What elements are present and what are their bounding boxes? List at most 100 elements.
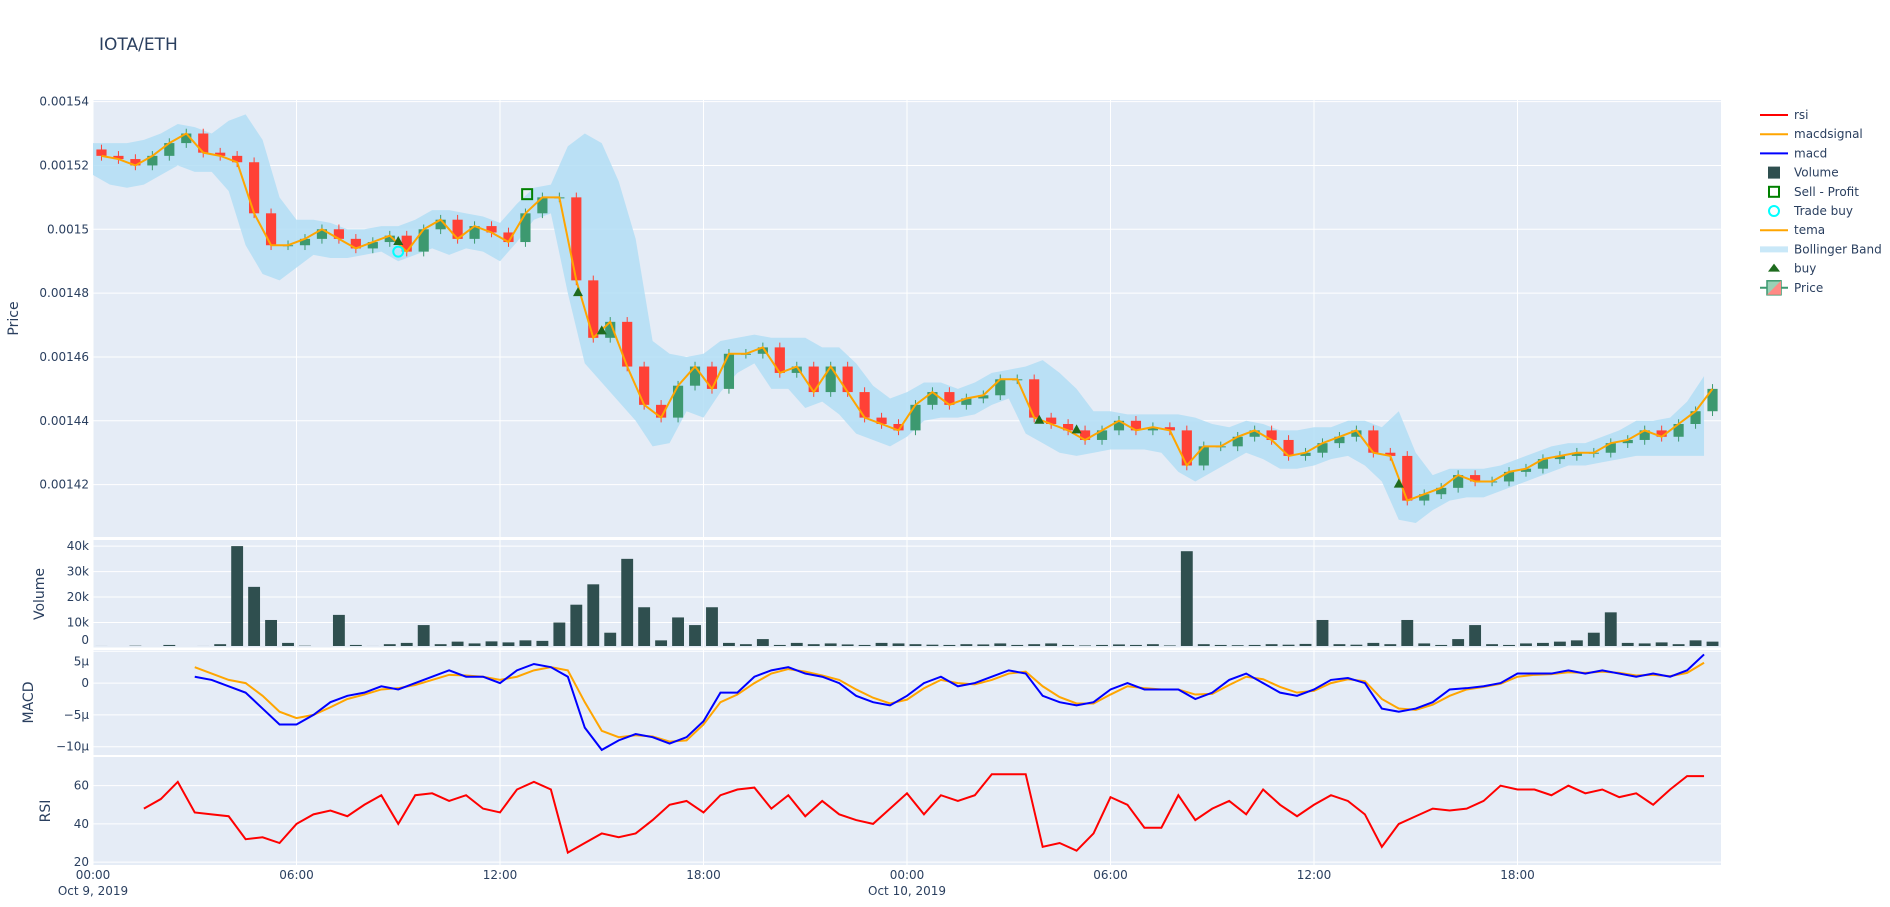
x-tick-label: 18:00 <box>1500 868 1535 882</box>
legend-item-volume[interactable]: Volume <box>1768 166 1839 180</box>
volume-bar <box>536 641 548 646</box>
legend-item-trade-buy[interactable]: Trade buy <box>1769 204 1853 218</box>
legend-label: macdsignal <box>1794 127 1863 141</box>
volume-bar <box>1418 643 1430 646</box>
volume-bar <box>1215 645 1227 646</box>
volume-bar <box>1334 644 1346 646</box>
volume-bar <box>1571 640 1583 646</box>
macd-y-tick-label: 5µ <box>74 654 90 668</box>
legend-item-price[interactable]: Price <box>1760 281 1823 295</box>
candle <box>571 193 581 286</box>
volume-bar <box>927 645 939 646</box>
legend-label: Bollinger Band <box>1794 242 1882 256</box>
volume-bar <box>1249 645 1261 646</box>
volume-bar <box>638 607 650 646</box>
rsi-y-tick-label: 20 <box>74 855 89 869</box>
volume-bar <box>1622 643 1634 646</box>
volume-bar <box>1181 551 1193 646</box>
volume-bar <box>282 643 294 646</box>
legend-item-macdsignal[interactable]: macdsignal <box>1760 127 1863 141</box>
legend-square-outline-icon <box>1769 187 1779 197</box>
volume-bar <box>1401 620 1413 646</box>
volume-bar <box>910 644 922 646</box>
x-tick-label: 06:00 <box>279 868 314 882</box>
volume-bar <box>163 645 175 646</box>
volume-bar <box>1350 645 1362 646</box>
legend-label: macd <box>1794 146 1827 160</box>
legend-circle-icon <box>1769 206 1779 216</box>
legend-item-tema[interactable]: tema <box>1760 223 1825 237</box>
volume-bar <box>1096 645 1108 646</box>
volume-bar <box>1266 644 1278 646</box>
volume-bar <box>808 644 820 646</box>
volume-bar <box>1452 639 1464 646</box>
price-y-tick-label: 0.00144 <box>39 414 89 428</box>
volume-bar <box>452 642 464 646</box>
legend-label: buy <box>1794 262 1816 276</box>
legend-label: rsi <box>1794 108 1809 122</box>
legend-item-sell-profit[interactable]: Sell - Profit <box>1769 185 1859 199</box>
volume-bar <box>418 625 430 646</box>
volume-bar <box>1028 644 1040 646</box>
volume-bar <box>1164 645 1176 646</box>
volume-bar <box>486 641 498 646</box>
volume-bar <box>723 643 735 646</box>
volume-bar <box>1300 644 1312 646</box>
volume-bar <box>960 644 972 646</box>
volume-bar <box>1639 643 1651 646</box>
volume-bar <box>469 643 481 646</box>
rsi-axis-title: RSI <box>38 800 54 823</box>
macd-y-tick-label: −10µ <box>56 740 89 754</box>
legend-item-macd[interactable]: macd <box>1760 146 1827 160</box>
volume-bar <box>384 644 396 646</box>
volume-y-tick-label: 0 <box>81 633 89 647</box>
macd-y-tick-label: 0 <box>81 676 89 690</box>
legend-item-buy[interactable]: buy <box>1768 262 1816 276</box>
x-tick-label: 18:00 <box>686 868 721 882</box>
volume-bar <box>774 645 786 646</box>
rsi-y-tick-label: 60 <box>74 779 89 793</box>
price-y-tick-label: 0.0015 <box>47 222 89 236</box>
volume-y-tick-label: 30k <box>67 565 89 579</box>
volume-bar <box>859 645 871 646</box>
volume-bar <box>1605 612 1617 646</box>
volume-y-tick-label: 10k <box>67 616 89 630</box>
x-tick-label: 12:00 <box>483 868 518 882</box>
volume-bar <box>1707 642 1719 646</box>
volume-bar <box>1537 643 1549 646</box>
volume-bar <box>977 644 989 646</box>
candle <box>588 276 598 343</box>
volume-bar <box>1673 644 1685 646</box>
x-tick-date-label: Oct 10, 2019 <box>868 884 946 898</box>
legend-item-bollinger-band[interactable]: Bollinger Band <box>1760 242 1882 256</box>
volume-bar <box>401 643 413 646</box>
volume-bar <box>1588 633 1600 646</box>
volume-bar <box>689 625 701 646</box>
legend[interactable]: rsi macdsignal macd Volume Sell - Profit Trad… <box>1760 108 1882 295</box>
volume-bar <box>1554 642 1566 646</box>
legend-label: tema <box>1794 223 1825 237</box>
volume-bar <box>1283 645 1295 646</box>
price-y-tick-label: 0.00152 <box>39 158 89 172</box>
volume-bar <box>520 640 532 646</box>
volume-bar <box>503 642 515 646</box>
volume-bar <box>1435 645 1447 646</box>
volume-bar <box>1520 643 1532 646</box>
price-y-tick-label: 0.00148 <box>39 286 89 300</box>
volume-bar <box>1690 640 1702 646</box>
legend-item-rsi[interactable]: rsi <box>1760 108 1809 122</box>
volume-bar <box>1011 645 1023 646</box>
volume-bar <box>825 643 837 646</box>
macd-y-tick-label: −5µ <box>64 708 90 722</box>
volume-axis-title: Volume <box>32 568 48 620</box>
volume-bar <box>621 559 633 646</box>
volume-bar <box>893 643 905 646</box>
macd-axis-title: MACD <box>21 682 37 724</box>
legend-triangle-icon <box>1768 264 1780 272</box>
volume-bar <box>333 615 345 646</box>
volume-bar <box>1045 643 1057 646</box>
x-tick-label: 00:00 <box>76 868 111 882</box>
volume-bar <box>1656 642 1668 646</box>
candle <box>622 317 632 371</box>
